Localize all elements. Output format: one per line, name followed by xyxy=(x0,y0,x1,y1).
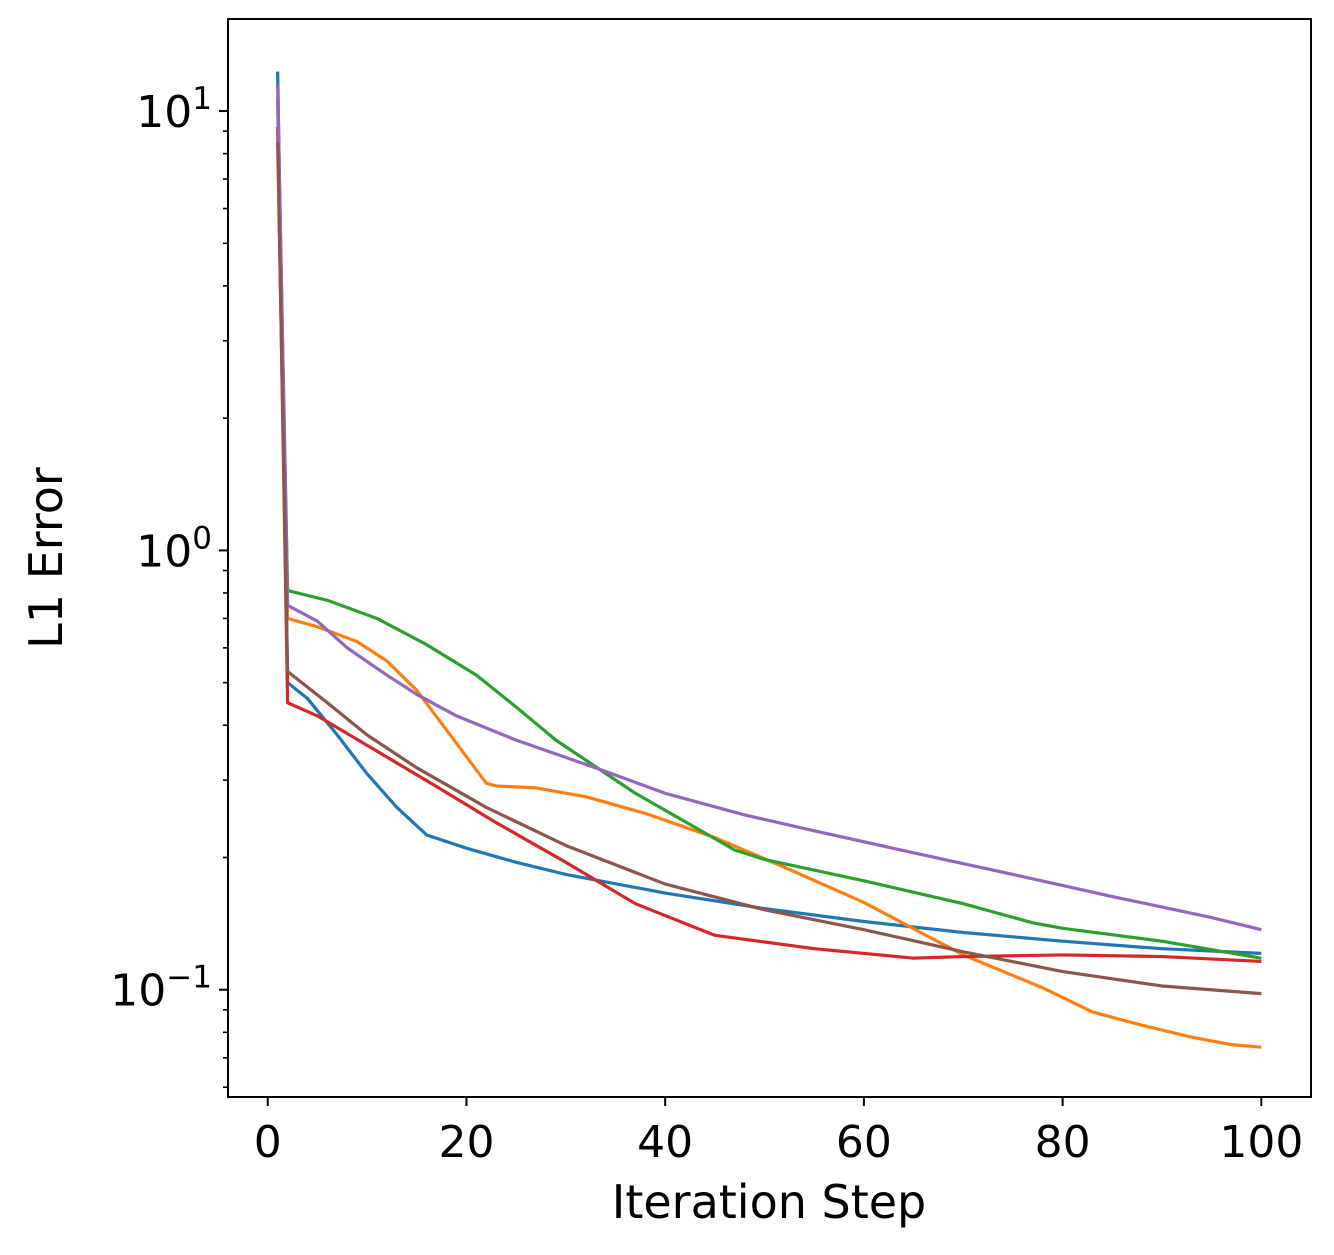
x-tick-label: 60 xyxy=(836,1117,892,1168)
y-axis-label: L1 Error xyxy=(19,467,73,649)
plot-frame xyxy=(227,18,1312,1098)
series-green-line xyxy=(276,101,1262,960)
series-purple-line xyxy=(276,84,1262,932)
y-tick-label: 101 xyxy=(136,81,212,138)
x-tick-label: 80 xyxy=(1035,1117,1091,1168)
x-axis-label: Iteration Step xyxy=(612,1175,926,1229)
series-red-line xyxy=(276,126,1262,964)
x-tick-label: 20 xyxy=(438,1117,494,1168)
x-tick-label: 40 xyxy=(637,1117,693,1168)
x-axis-ticks: 0 20 40 60 80 100 xyxy=(254,1097,1303,1168)
series-layer xyxy=(276,71,1262,1049)
y-tick-label: 100 xyxy=(136,520,212,577)
y-axis-ticks: 101 100 10−1 xyxy=(110,81,228,1089)
x-tick-label: 0 xyxy=(254,1117,282,1168)
series-orange-line xyxy=(276,96,1262,1049)
y-tick-label: 10−1 xyxy=(110,960,212,1017)
x-tick-label: 100 xyxy=(1219,1117,1303,1168)
series-brown-line xyxy=(276,142,1262,996)
